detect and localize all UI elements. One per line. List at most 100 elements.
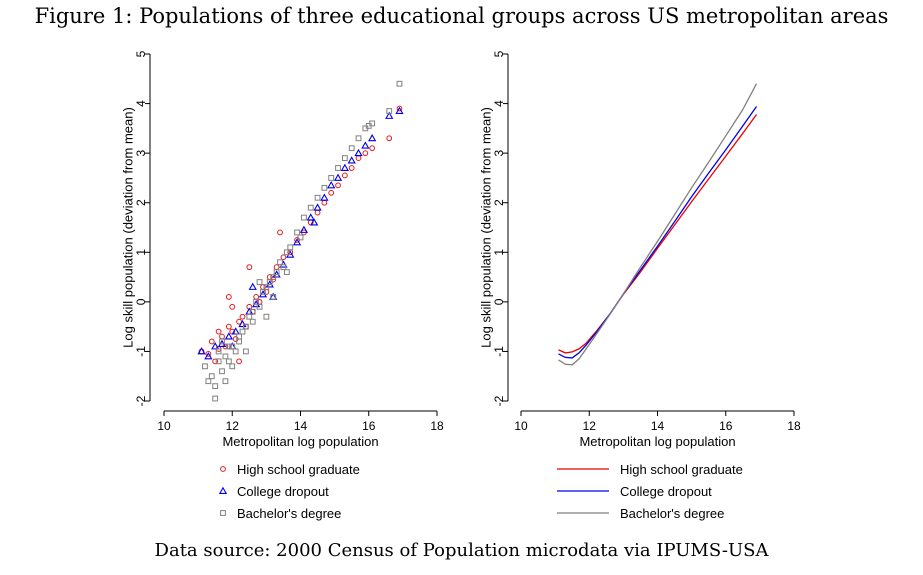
y-tick-label: 1 — [492, 249, 506, 256]
data-point — [229, 303, 236, 310]
data-point — [395, 106, 404, 114]
figure-title: Figure 1: Populations of three education… — [34, 4, 889, 28]
legend-label: High school graduate — [620, 462, 743, 477]
data-point — [341, 172, 348, 179]
data-point — [208, 373, 215, 380]
y-tick-label: 5 — [492, 50, 506, 57]
data-point — [236, 358, 242, 365]
data-point — [396, 80, 403, 87]
data-point — [249, 318, 256, 325]
data-point — [369, 145, 376, 152]
legend-label: College dropout — [237, 484, 329, 499]
data-point — [202, 363, 208, 370]
data-point — [263, 313, 270, 320]
series-line-high-school-graduate — [558, 114, 758, 354]
legend-label: Bachelor's degree — [620, 506, 724, 521]
data-point — [299, 225, 309, 233]
data-point — [386, 108, 393, 114]
legend: High school graduate College dropout Bache… — [218, 462, 360, 521]
data-point — [328, 175, 335, 181]
y-tick-label: 3 — [492, 149, 506, 156]
data-point — [348, 145, 355, 152]
data-point — [328, 189, 335, 196]
data-point — [320, 193, 329, 201]
x-tick-label: 16 — [719, 419, 733, 433]
data-point — [215, 358, 222, 365]
y-tick-label: 3 — [134, 149, 148, 156]
data-point — [215, 348, 222, 355]
data-point — [246, 313, 253, 320]
data-point — [231, 327, 240, 335]
data-point — [219, 338, 225, 345]
y-tick-label: -1 — [492, 346, 506, 357]
data-point — [362, 150, 369, 157]
y-tick-label: 4 — [134, 100, 148, 107]
data-point — [222, 353, 229, 360]
data-point — [327, 181, 336, 189]
data-point — [333, 173, 343, 181]
data-point — [385, 111, 394, 119]
data-point — [294, 229, 300, 236]
y-axis-title: Log skill population (deviation from mea… — [121, 107, 136, 348]
data-point — [208, 338, 215, 345]
data-point — [310, 218, 319, 226]
data-point — [280, 254, 287, 261]
x-tick-label: 14 — [294, 419, 308, 433]
data-point — [301, 214, 307, 221]
data-point — [297, 234, 304, 241]
data-point — [246, 264, 253, 271]
data-point — [219, 333, 225, 340]
x-tick-label: 18 — [430, 419, 444, 433]
data-point — [348, 165, 355, 171]
data-point — [270, 294, 277, 300]
data-point — [205, 378, 212, 385]
y-tick-label: 0 — [492, 298, 506, 305]
data-point — [335, 165, 341, 171]
series-line-college-dropout — [558, 106, 758, 359]
data-point — [204, 352, 213, 360]
data-point — [270, 274, 277, 280]
data-point — [249, 308, 256, 315]
data-point — [283, 269, 290, 276]
series-bachelor-s-degree — [202, 80, 403, 402]
data-point — [354, 148, 363, 157]
data-point — [292, 238, 302, 246]
y-tick-label: 2 — [492, 199, 506, 206]
series-line-bachelor-s-degree — [558, 83, 758, 366]
data-point — [260, 284, 266, 290]
y-tick-label: 1 — [134, 249, 148, 256]
data-point — [283, 249, 290, 256]
data-point — [306, 213, 315, 221]
data-point — [212, 395, 219, 402]
data-point — [222, 378, 229, 385]
data-point — [321, 184, 328, 191]
data-point — [368, 133, 377, 142]
data-point — [314, 209, 321, 216]
x-axis-title: Metropolitan log population — [222, 434, 378, 449]
data-point — [211, 342, 220, 350]
y-tick-label: -2 — [134, 395, 148, 406]
data-point — [307, 204, 314, 211]
y-tick-label: -2 — [492, 395, 506, 406]
data-point — [225, 323, 232, 330]
data-point — [256, 303, 263, 310]
y-tick-label: -1 — [134, 346, 148, 357]
data-point — [215, 328, 222, 335]
x-tick-label: 12 — [583, 419, 597, 433]
data-point — [256, 279, 263, 285]
y-tick-label: 2 — [134, 199, 148, 206]
data-point — [386, 135, 393, 142]
data-point — [229, 363, 236, 370]
legend-label: College dropout — [620, 484, 712, 499]
x-tick-label: 14 — [651, 419, 665, 433]
legend-marker — [218, 486, 228, 494]
data-point — [396, 105, 403, 112]
data-point — [243, 323, 249, 330]
data-point — [224, 332, 233, 340]
data-point — [205, 351, 212, 357]
data-point — [263, 284, 270, 290]
x-tick-label: 16 — [362, 419, 376, 433]
data-point — [248, 282, 257, 290]
data-point — [229, 343, 236, 350]
data-point — [273, 264, 280, 271]
